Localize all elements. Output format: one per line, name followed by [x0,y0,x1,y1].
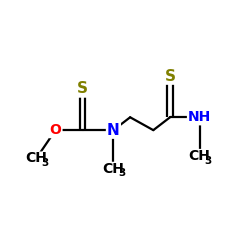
Text: CH: CH [102,162,124,176]
Text: 3: 3 [204,156,212,166]
Text: CH: CH [189,149,210,163]
Text: CH: CH [25,152,47,166]
Text: N: N [107,123,120,138]
Text: S: S [164,68,175,84]
Text: 3: 3 [41,158,48,168]
Text: 3: 3 [118,168,126,178]
Text: O: O [50,123,62,137]
Text: NH: NH [188,110,211,124]
Text: S: S [77,82,88,96]
